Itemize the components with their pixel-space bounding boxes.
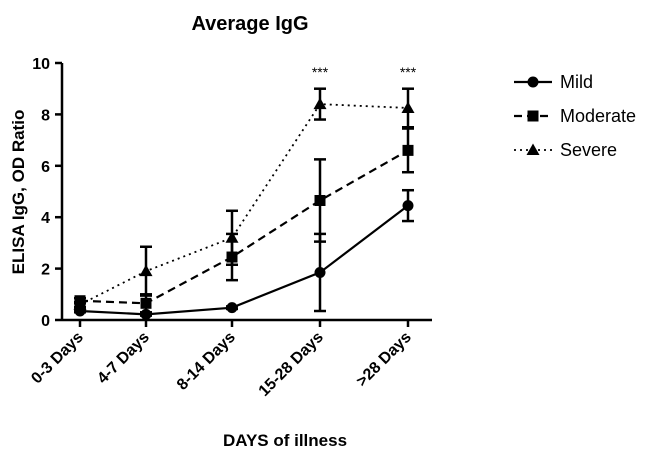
y-tick-label: 2 [41,262,50,279]
significance-annotation: *** [400,64,417,80]
severe-series-line [79,103,409,306]
y-tick-label: 8 [41,107,50,124]
mild-data-point [402,200,414,212]
severe-data-point [73,298,87,310]
significance-annotation: *** [312,64,329,80]
severe-data-point [401,101,415,113]
moderate-data-point [140,297,152,309]
legend-severe-label: Severe [560,140,617,160]
x-tick-label: 4-7 Days [94,329,153,388]
legend-mild-label: Mild [560,72,593,92]
legend: Mild Moderate Severe [514,72,636,160]
plot-area: 0 2 4 6 8 10 0-3 Days 4-7 Days 8-14 Days 15-28 Da… [28,56,432,400]
y-axis-label: ELISA IgG, OD Ratio [9,110,28,275]
x-tick-label: 0-3 Days [28,329,87,388]
mild-data-point [226,302,238,314]
y-tick-label: 0 [41,313,50,330]
severe-data-point [139,264,153,277]
severe-data-point [225,231,239,243]
moderate-data-point [314,194,326,206]
legend-mild-marker [527,76,539,88]
x-tick-label: 8-14 Days [174,329,239,394]
legend-severe-marker [526,143,540,155]
severe-data-point [313,97,327,110]
x-tick-label: >28 Days [353,329,414,390]
mild-data-point [314,266,326,278]
x-axis-label: DAYS of illness [223,431,347,450]
x-tick-label: 15-28 Days [256,329,327,400]
moderate-data-point [402,144,414,156]
y-tick-label: 6 [41,159,50,176]
legend-moderate-marker [527,110,539,122]
legend-moderate-label: Moderate [560,106,636,126]
y-tick-label: 4 [41,210,50,227]
chart-title: Average IgG [191,13,308,35]
mild-series-line [79,204,409,316]
y-tick-label: 10 [32,56,50,73]
